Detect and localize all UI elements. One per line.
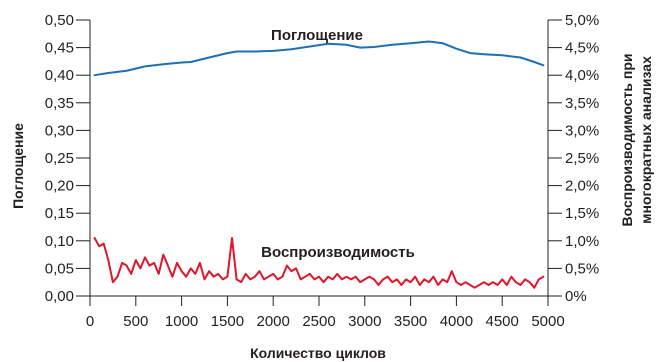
y-right-tick-label: 2,5% — [565, 150, 599, 167]
y-axis-title-right-line1: Воспроизводимость при — [619, 54, 635, 227]
y-axis-title-right-line2: многократных анализах — [638, 56, 654, 224]
series-label-absorbance: Поглощение — [271, 27, 363, 44]
y-right-tick-label: 4,5% — [565, 40, 599, 57]
y-right-tick-label: 0,5% — [565, 260, 599, 277]
y-left-tick-label: 0,50 — [45, 12, 74, 29]
x-tick-label: 500 — [123, 313, 148, 330]
y-left-tick-label: 0,25 — [45, 150, 74, 167]
y-right-tick-label: 1,5% — [565, 205, 599, 222]
x-tick-label: 4000 — [440, 313, 473, 330]
y-left-tick-label: 0,40 — [45, 67, 74, 84]
y-right-tick-label: 4,0% — [565, 67, 599, 84]
x-tick-label: 1000 — [165, 313, 198, 330]
series-label-reproducibility: Воспроизводимость — [261, 244, 415, 261]
x-tick-label: 1500 — [211, 313, 244, 330]
y-right-tick-label: 0% — [565, 288, 587, 305]
x-tick-label: 3000 — [348, 313, 381, 330]
y-right-tick-label: 1,0% — [565, 233, 599, 250]
series-line-reproducibility — [93, 237, 545, 289]
x-tick-label: 3500 — [394, 313, 427, 330]
y-left-tick-label: 0,20 — [45, 178, 74, 195]
chart-series — [93, 40, 545, 289]
y-right-tick-label: 2,0% — [565, 178, 599, 195]
series-line-absorbance — [93, 40, 545, 77]
x-tick-label: 2500 — [302, 313, 335, 330]
y-left-tick-label: 0,05 — [45, 260, 74, 277]
x-tick-label: 5000 — [531, 313, 564, 330]
x-tick-label: 2000 — [257, 313, 290, 330]
y-left-tick-label: 0,00 — [45, 288, 74, 305]
y-left-tick-label: 0,45 — [45, 40, 74, 57]
x-tick-label: 0 — [86, 313, 94, 330]
y-left-tick-label: 0,30 — [45, 122, 74, 139]
x-axis-title: Количество циклов — [250, 345, 386, 361]
y-right-tick-label: 3,5% — [565, 95, 599, 112]
x-tick-label: 4500 — [486, 313, 519, 330]
y-left-tick-label: 0,35 — [45, 95, 74, 112]
y-right-tick-label: 3,0% — [565, 122, 599, 139]
y-axis-title-left: Поглощение — [10, 123, 26, 209]
y-right-tick-label: 5,0% — [565, 12, 599, 29]
y-left-tick-label: 0,15 — [45, 205, 74, 222]
y-left-tick-label: 0,10 — [45, 233, 74, 250]
chart-ticks: 0,00 0,05 0,10 0,15 0,20 0,25 0,30 0,35 0,40 0,45… — [45, 12, 599, 330]
